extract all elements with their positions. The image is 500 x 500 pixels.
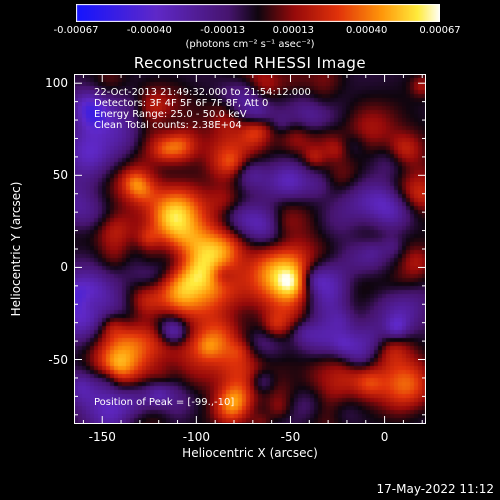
y-tick-label: 100 [45,76,68,91]
colorbar-tick-label: 0.00013 [272,25,314,36]
info-energy-range: Energy Range: 25.0 - 50.0 keV [94,109,247,120]
colorbar-tick-label: -0.00040 [126,25,172,36]
heatmap-image [74,74,426,424]
x-tick-label: -100 [182,430,210,444]
colorbar-tick-label: 0.00040 [345,25,388,36]
colorbar [76,4,440,22]
y-tick-label: 0 [60,260,68,275]
colorbar-tick-label: -0.00013 [200,25,246,36]
timestamp: 17-May-2022 11:12 [376,482,494,496]
y-axis-label: Heliocentric Y (arcsec) [9,181,23,317]
plot-title: Reconstructed RHESSI Image [133,54,367,72]
info-peak-position: Position of Peak = [-99.,-10] [94,397,235,408]
info-time-range: 22-Oct-2013 21:49:32.000 to 21:54:12.000 [94,87,311,98]
info-detectors: Detectors: 3F 4F 5F 6F 7F 8F, Att 0 [94,98,269,109]
colorbar-label: (photons cm⁻² s⁻¹ asec⁻²) [185,39,315,50]
plot-axes [74,74,426,424]
heatmap-plot: 22-Oct-2013 21:49:32.000 to 21:54:12.000… [74,74,426,424]
x-axis-label: Heliocentric X (arcsec) [182,446,318,460]
x-tick-label: 0 [380,430,389,444]
y-tick-label: -50 [48,352,68,367]
colorbar-tick-label: -0.00067 [53,25,99,36]
info-clean-counts: Clean Total counts: 2.38E+04 [94,120,242,131]
y-tick-label: 50 [52,168,68,183]
x-tick-label: -50 [280,430,301,444]
colorbar-gradient [76,4,440,22]
colorbar-tick-label: 0.00067 [419,25,461,36]
x-tick-label: -150 [88,430,116,444]
